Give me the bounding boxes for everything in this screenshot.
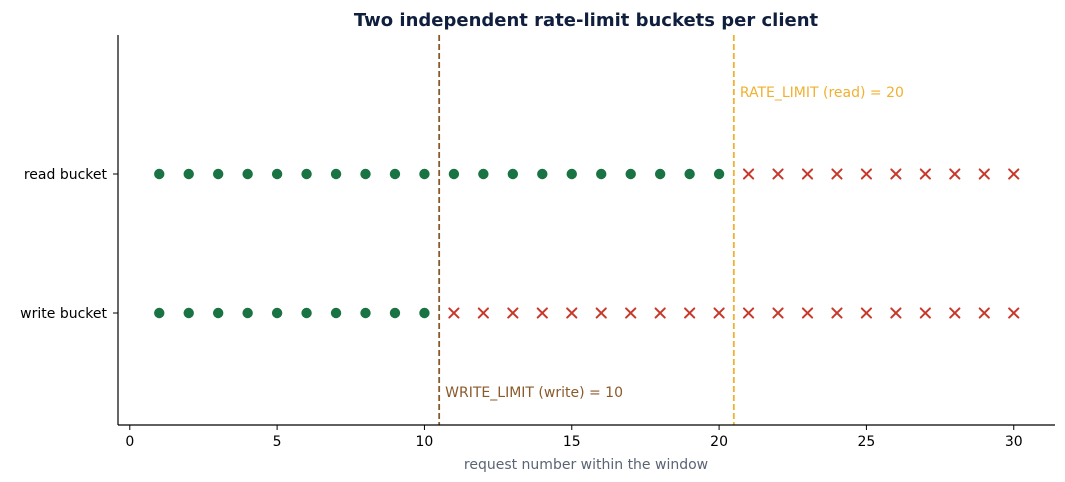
rejected-point <box>536 307 548 319</box>
rejected-point <box>1008 168 1020 180</box>
rejected-point <box>890 168 902 180</box>
allowed-point <box>301 307 312 319</box>
allowed-point <box>684 168 695 180</box>
x-tick-label: 5 <box>273 434 282 450</box>
allowed-point <box>154 168 165 180</box>
allowed-point <box>183 307 194 319</box>
axes <box>117 35 1055 426</box>
rejected-point <box>919 168 931 180</box>
allowed-point <box>654 168 666 180</box>
allowed-point <box>330 307 342 319</box>
allowed-point <box>448 168 460 180</box>
y-ticks: read bucket write bucket <box>20 167 118 322</box>
allowed-point <box>242 307 253 319</box>
allowed-point <box>212 168 224 180</box>
rejected-point <box>595 307 607 319</box>
rejected-point <box>949 307 961 319</box>
rejected-point <box>566 307 578 319</box>
rejected-point <box>713 307 725 319</box>
allowed-point <box>389 168 401 180</box>
threshold-lines: WRITE_LIMIT (write) = 10 RATE_LIMIT (read… <box>438 35 904 425</box>
allowed-point <box>419 307 430 319</box>
rejected-point <box>477 307 489 319</box>
rejected-point <box>684 307 696 319</box>
x-tick-label: 0 <box>125 434 134 450</box>
chart-title: Two independent rate-limit buckets per c… <box>354 10 819 31</box>
rejected-point <box>742 168 755 180</box>
rejected-point <box>890 307 902 319</box>
rejected-point <box>801 307 814 319</box>
allowed-point <box>271 307 283 319</box>
allowed-point <box>566 168 577 180</box>
data-points <box>154 168 1020 319</box>
rejected-point <box>831 168 843 180</box>
rejected-point <box>919 307 931 319</box>
allowed-point <box>389 307 401 319</box>
rejected-point <box>625 307 637 319</box>
allowed-point <box>360 307 371 319</box>
x-ticks: 0 5 10 15 20 25 30 <box>125 425 1023 450</box>
allowed-point <box>478 168 489 180</box>
rejected-point <box>654 307 666 319</box>
allowed-point <box>242 168 253 180</box>
allowed-point <box>625 168 636 180</box>
allowed-point <box>507 168 519 180</box>
allowed-point <box>301 168 312 180</box>
x-tick-label: 25 <box>858 434 876 450</box>
rejected-point <box>507 307 519 319</box>
rejected-point <box>772 168 784 180</box>
allowed-point <box>537 168 548 180</box>
threshold-annotation: RATE_LIMIT (read) = 20 <box>740 85 904 101</box>
allowed-point <box>330 168 342 180</box>
x-tick-label: 10 <box>416 434 434 450</box>
rejected-point <box>831 307 843 319</box>
rejected-point <box>1008 307 1020 319</box>
rejected-point <box>949 168 961 180</box>
rejected-point <box>742 307 755 319</box>
y-tick-label: read bucket <box>24 167 108 183</box>
allowed-point <box>183 168 194 180</box>
rejected-point <box>448 307 460 319</box>
allowed-point <box>360 168 371 180</box>
x-axis-label: request number within the window <box>464 457 708 473</box>
x-tick-label: 30 <box>1005 434 1023 450</box>
x-tick-label: 15 <box>563 434 581 450</box>
threshold-annotation: WRITE_LIMIT (write) = 10 <box>445 385 623 401</box>
y-tick-label: write bucket <box>20 306 107 322</box>
allowed-point <box>596 168 607 180</box>
allowed-point <box>419 168 430 180</box>
x-tick-label: 20 <box>710 434 728 450</box>
rejected-point <box>860 307 873 319</box>
rejected-point <box>978 168 990 180</box>
rejected-point <box>801 168 814 180</box>
rejected-point <box>772 307 784 319</box>
allowed-point <box>713 168 725 180</box>
rejected-point <box>860 168 873 180</box>
rejected-point <box>978 307 990 319</box>
allowed-point <box>154 307 165 319</box>
allowed-point <box>271 168 283 180</box>
allowed-point <box>212 307 224 319</box>
